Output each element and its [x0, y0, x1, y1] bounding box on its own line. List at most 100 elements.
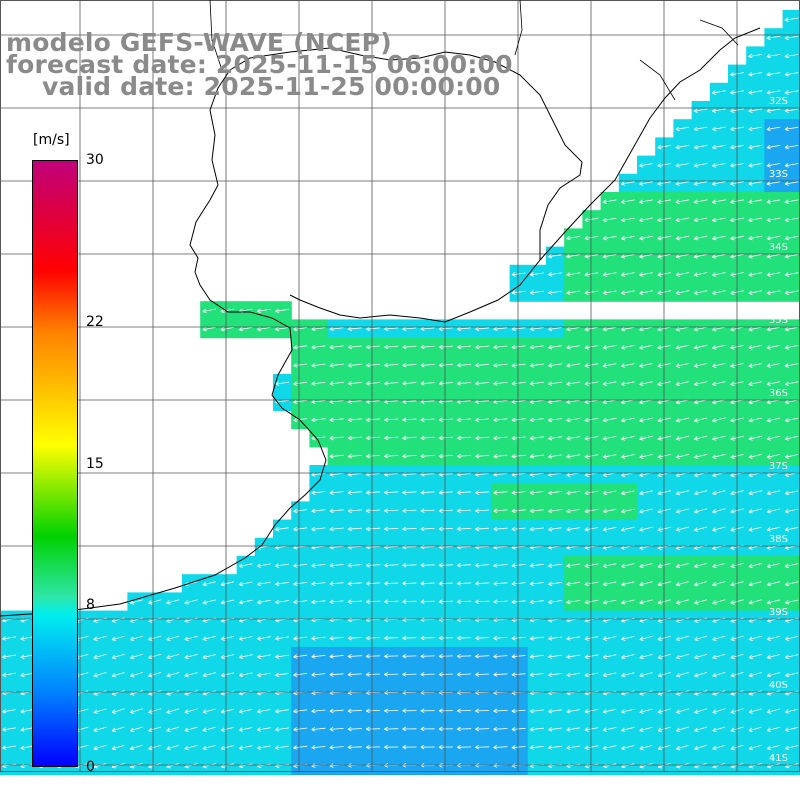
- wind-arrow: [420, 672, 435, 677]
- wind-arrow: [384, 417, 399, 423]
- wind-arrow: [475, 453, 490, 459]
- wind-arrow: [748, 217, 763, 223]
- wind-arrow: [365, 708, 381, 714]
- wind-arrow: [548, 508, 562, 514]
- wind-arrow: [529, 708, 544, 714]
- wind-arrow: [748, 290, 762, 295]
- wind-arrow: [675, 290, 690, 295]
- wind-arrow: [602, 381, 617, 386]
- wind-arrow: [602, 563, 617, 568]
- wind-arrow: [166, 599, 180, 605]
- latitude-label: 37S: [769, 461, 788, 472]
- wind-arrow: [475, 381, 490, 386]
- wind-arrow: [639, 454, 653, 459]
- wind-arrow: [311, 363, 326, 368]
- wind-arrow: [529, 636, 544, 641]
- wind-arrow: [548, 672, 562, 678]
- wind-arrow: [566, 490, 581, 496]
- wind-arrow: [639, 417, 653, 423]
- wind-arrow: [275, 636, 289, 641]
- wind-arrow: [148, 653, 162, 660]
- wind-arrow: [748, 126, 763, 132]
- wind-arrow: [748, 654, 762, 660]
- wind-arrow: [456, 381, 472, 386]
- wind-arrow: [402, 581, 417, 586]
- wind-arrow: [639, 726, 653, 732]
- wind-arrow: [493, 654, 508, 659]
- wind-arrow: [402, 508, 417, 513]
- wind-arrow: [365, 417, 381, 423]
- wind-arrow: [584, 636, 599, 641]
- wind-arrow: [712, 253, 726, 259]
- wind-arrow: [620, 181, 635, 186]
- wind-arrow: [675, 526, 690, 532]
- wind-arrow: [639, 635, 653, 641]
- wind-arrow: [748, 272, 762, 277]
- wind-arrow: [675, 453, 690, 459]
- wind-arrow: [402, 490, 417, 495]
- wind-arrow: [675, 363, 690, 368]
- wind-arrow: [712, 435, 726, 441]
- wind-arrow: [694, 744, 708, 751]
- wind-arrow: [712, 563, 726, 569]
- wind-arrow: [438, 653, 453, 659]
- wind-arrow: [693, 344, 708, 350]
- wind-arrow: [784, 581, 799, 587]
- wind-arrow: [456, 453, 472, 459]
- wind-arrow: [111, 726, 125, 732]
- wind-arrow: [438, 708, 453, 714]
- latitude-label: 32S: [769, 96, 788, 107]
- wind-arrow: [566, 636, 581, 641]
- wind-arrow: [184, 744, 198, 751]
- wind-arrow: [748, 726, 762, 732]
- wind-arrow: [784, 272, 799, 277]
- wind-arrow: [584, 727, 599, 732]
- wind-arrow: [493, 581, 508, 586]
- wind-arrow: [620, 272, 635, 277]
- wind-arrow: [584, 272, 599, 277]
- wind-arrow: [456, 417, 472, 423]
- wind-arrow: [438, 344, 453, 350]
- wind-arrow: [748, 490, 762, 496]
- wind-arrow: [402, 708, 417, 714]
- wind-arrow: [602, 745, 617, 751]
- wind-arrow: [493, 508, 508, 514]
- wind-arrow: [639, 744, 653, 751]
- wind-arrow: [584, 490, 599, 496]
- wind-arrow: [402, 417, 417, 423]
- wind-arrow: [675, 181, 690, 186]
- wind-arrow: [602, 581, 617, 587]
- wind-arrow: [639, 199, 653, 204]
- wind-arrow: [148, 744, 162, 751]
- wind-arrow: [766, 672, 781, 678]
- wind-arrow: [584, 672, 599, 678]
- wind-arrow: [402, 599, 417, 604]
- wind-arrow: [748, 563, 762, 569]
- wind-arrow: [784, 163, 799, 168]
- wind-arrow: [748, 163, 763, 168]
- wind-arrow: [675, 672, 689, 678]
- wind-arrow: [602, 217, 617, 223]
- wind-arrow: [675, 508, 689, 514]
- wind-arrow: [639, 163, 653, 168]
- wind-arrow: [256, 654, 271, 659]
- wind-arrow: [766, 35, 781, 41]
- wind-arrow: [438, 381, 453, 386]
- wind-arrow: [184, 635, 198, 641]
- wind-arrow: [766, 344, 781, 350]
- wind-arrow: [584, 709, 599, 714]
- wind-arrow: [293, 563, 308, 568]
- wind-arrow: [329, 344, 344, 350]
- wind-arrow: [311, 508, 326, 514]
- wind-arrow: [784, 363, 799, 368]
- wind-arrow: [602, 436, 617, 441]
- wind-arrow: [693, 435, 708, 441]
- wind-arrow: [475, 672, 490, 677]
- wind-arrow: [184, 654, 198, 660]
- wind-arrow: [766, 563, 781, 569]
- wind-arrow: [238, 708, 253, 714]
- wind-arrow: [93, 672, 107, 678]
- legend-tick-label: 30: [86, 152, 104, 168]
- wind-arrow: [511, 526, 526, 532]
- wind-arrow: [566, 272, 581, 277]
